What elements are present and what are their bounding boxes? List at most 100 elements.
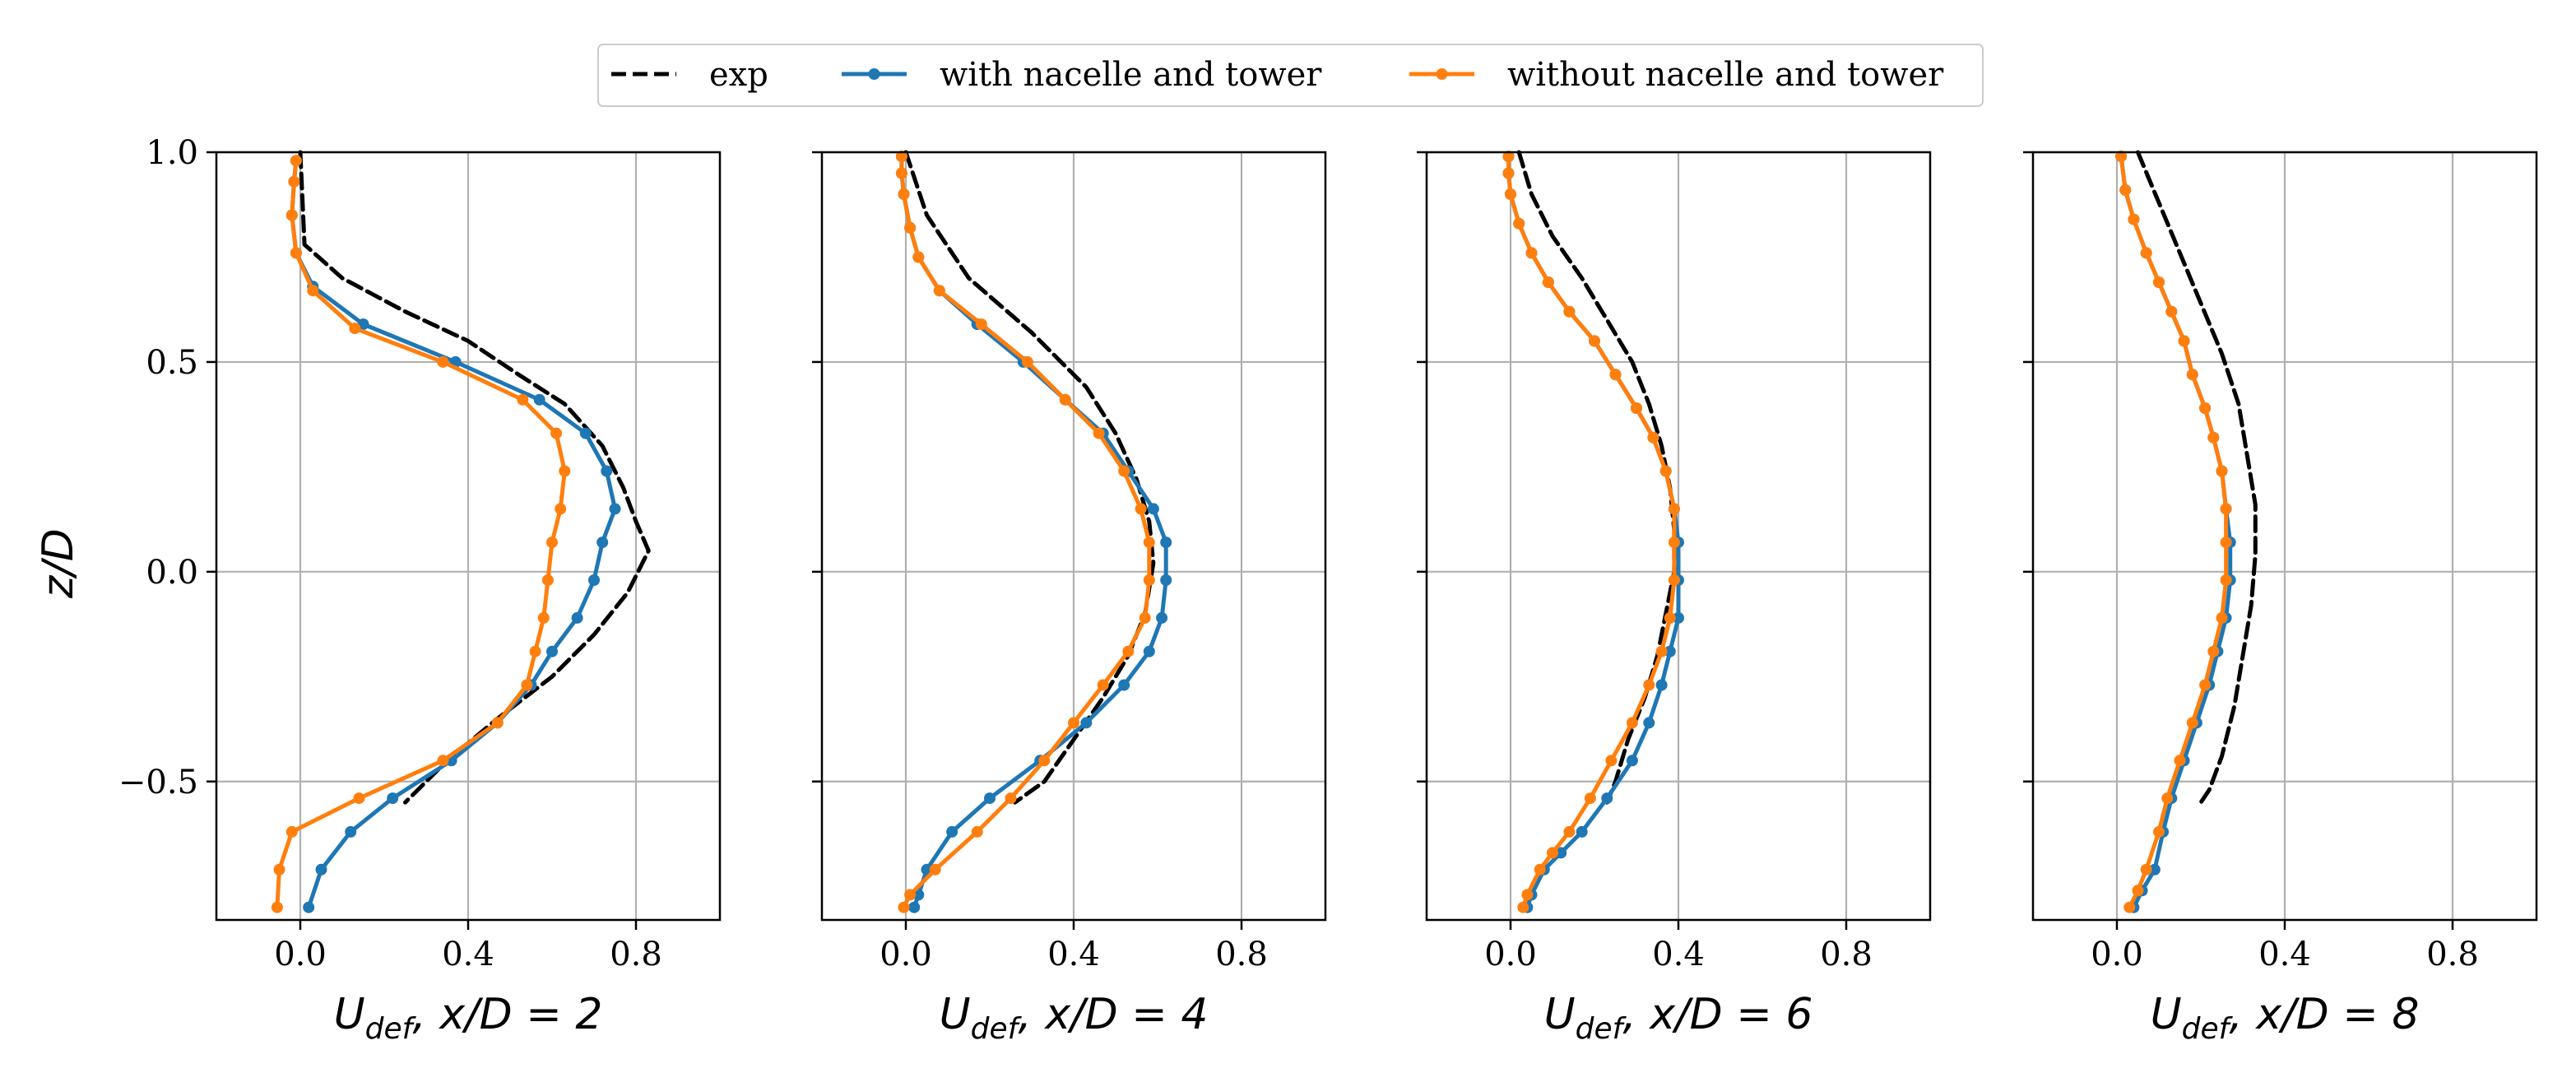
exp-line xyxy=(903,150,1156,805)
legend-label: exp xyxy=(709,56,768,94)
with-nacelle-tower-line-series xyxy=(895,151,1172,913)
data-point xyxy=(1135,503,1147,515)
exp-line-series xyxy=(2136,150,2258,805)
data-point xyxy=(559,465,571,477)
data-point xyxy=(537,611,550,624)
legend-marker xyxy=(868,68,880,80)
without-nacelle-tower-line-series xyxy=(2115,151,2232,913)
data-point xyxy=(971,825,983,838)
exp-line-series xyxy=(298,150,651,805)
y-tick-label: −0.5 xyxy=(118,764,198,801)
data-point xyxy=(2115,151,2128,163)
grid xyxy=(2033,151,2537,920)
data-point xyxy=(895,151,907,163)
data-point xyxy=(1005,792,1017,805)
grid xyxy=(822,151,1325,920)
data-point xyxy=(290,247,302,259)
data-point xyxy=(984,792,996,805)
x-axis-label-symbol: U xyxy=(334,990,365,1039)
data-point xyxy=(975,318,987,330)
data-point xyxy=(1156,611,1168,624)
data-point xyxy=(2174,755,2186,767)
data-point xyxy=(273,863,285,876)
x-tick-label: 0.4 xyxy=(1652,936,1705,973)
data-point xyxy=(2178,335,2190,347)
data-point xyxy=(1643,717,1655,729)
x-tick-label: 0.0 xyxy=(880,936,932,973)
data-point xyxy=(349,323,361,335)
data-point xyxy=(290,155,302,167)
data-point xyxy=(271,901,283,913)
x-axis-label: Udef, x/D = 6 xyxy=(1544,990,1813,1046)
data-point xyxy=(288,175,300,188)
data-point xyxy=(1097,679,1109,691)
data-point xyxy=(2220,503,2232,515)
exp-line xyxy=(2136,150,2258,805)
data-point xyxy=(904,889,917,901)
without-nacelle-tower-line xyxy=(275,158,567,910)
data-point xyxy=(533,393,545,406)
data-point xyxy=(541,574,554,586)
x-axis-label-subscript: def xyxy=(365,1012,417,1046)
data-point xyxy=(898,901,910,913)
data-point xyxy=(1605,755,1618,767)
with-nacelle-tower-line-series xyxy=(2115,151,2236,913)
data-point xyxy=(555,503,567,515)
x-tick-label: 0.8 xyxy=(1215,936,1268,973)
x-tick-label: 0.4 xyxy=(1047,936,1100,973)
data-point xyxy=(546,645,558,657)
data-point xyxy=(1038,755,1051,767)
data-point xyxy=(2132,885,2144,897)
data-point xyxy=(571,611,583,624)
data-point xyxy=(1563,305,1576,318)
y-axis-label: z/D xyxy=(34,528,83,599)
data-point xyxy=(521,679,533,691)
data-point xyxy=(303,901,315,913)
legend-frame xyxy=(597,44,1984,107)
data-point xyxy=(2123,901,2136,913)
data-point xyxy=(1609,369,1622,381)
x-tick-label: 0.0 xyxy=(1484,936,1537,973)
legend-entry-exp: exp xyxy=(611,56,768,94)
data-point xyxy=(2199,402,2212,414)
data-point xyxy=(1118,679,1130,691)
x-axis-label-symbol: U xyxy=(2151,990,2182,1039)
data-point xyxy=(1659,465,1672,477)
data-point xyxy=(929,863,941,876)
data-point xyxy=(1626,755,1638,767)
x-axis-label-symbol: U xyxy=(940,990,971,1039)
legend-entry-without-nacelle-tower: without nacelle and tower xyxy=(1409,56,1944,94)
without-nacelle-tower-line-series xyxy=(271,155,571,913)
data-point xyxy=(387,792,399,805)
data-point xyxy=(1093,427,1105,439)
data-point xyxy=(1147,503,1159,515)
data-point xyxy=(1068,717,1079,729)
data-point xyxy=(1584,792,1596,805)
y-tick-label: 0.5 xyxy=(146,344,198,382)
data-point xyxy=(1668,574,1680,586)
data-point xyxy=(596,536,609,549)
data-point xyxy=(1080,717,1093,729)
x-tick-label: 0.0 xyxy=(2091,936,2143,973)
x-tick-label: 0.0 xyxy=(274,936,327,973)
data-point xyxy=(946,825,958,838)
data-point xyxy=(1668,503,1680,515)
data-point xyxy=(1655,679,1668,691)
x-tick-label: 0.8 xyxy=(610,936,662,973)
data-point xyxy=(1021,355,1033,368)
exp-line xyxy=(298,150,651,805)
x-tick-label: 0.4 xyxy=(442,936,494,973)
data-point xyxy=(1555,847,1567,859)
x-axis-label-rest: , x/D = 2 xyxy=(412,990,602,1039)
data-point xyxy=(1059,393,1071,406)
data-point xyxy=(1631,402,1642,414)
with-nacelle-tower-line-series xyxy=(285,155,621,913)
data-point xyxy=(1521,889,1534,901)
data-point xyxy=(1655,645,1668,657)
data-point xyxy=(2153,276,2165,288)
legend-marker xyxy=(1436,68,1448,80)
data-point xyxy=(2216,611,2228,624)
x-axis-label: Udef, x/D = 2 xyxy=(334,990,603,1046)
